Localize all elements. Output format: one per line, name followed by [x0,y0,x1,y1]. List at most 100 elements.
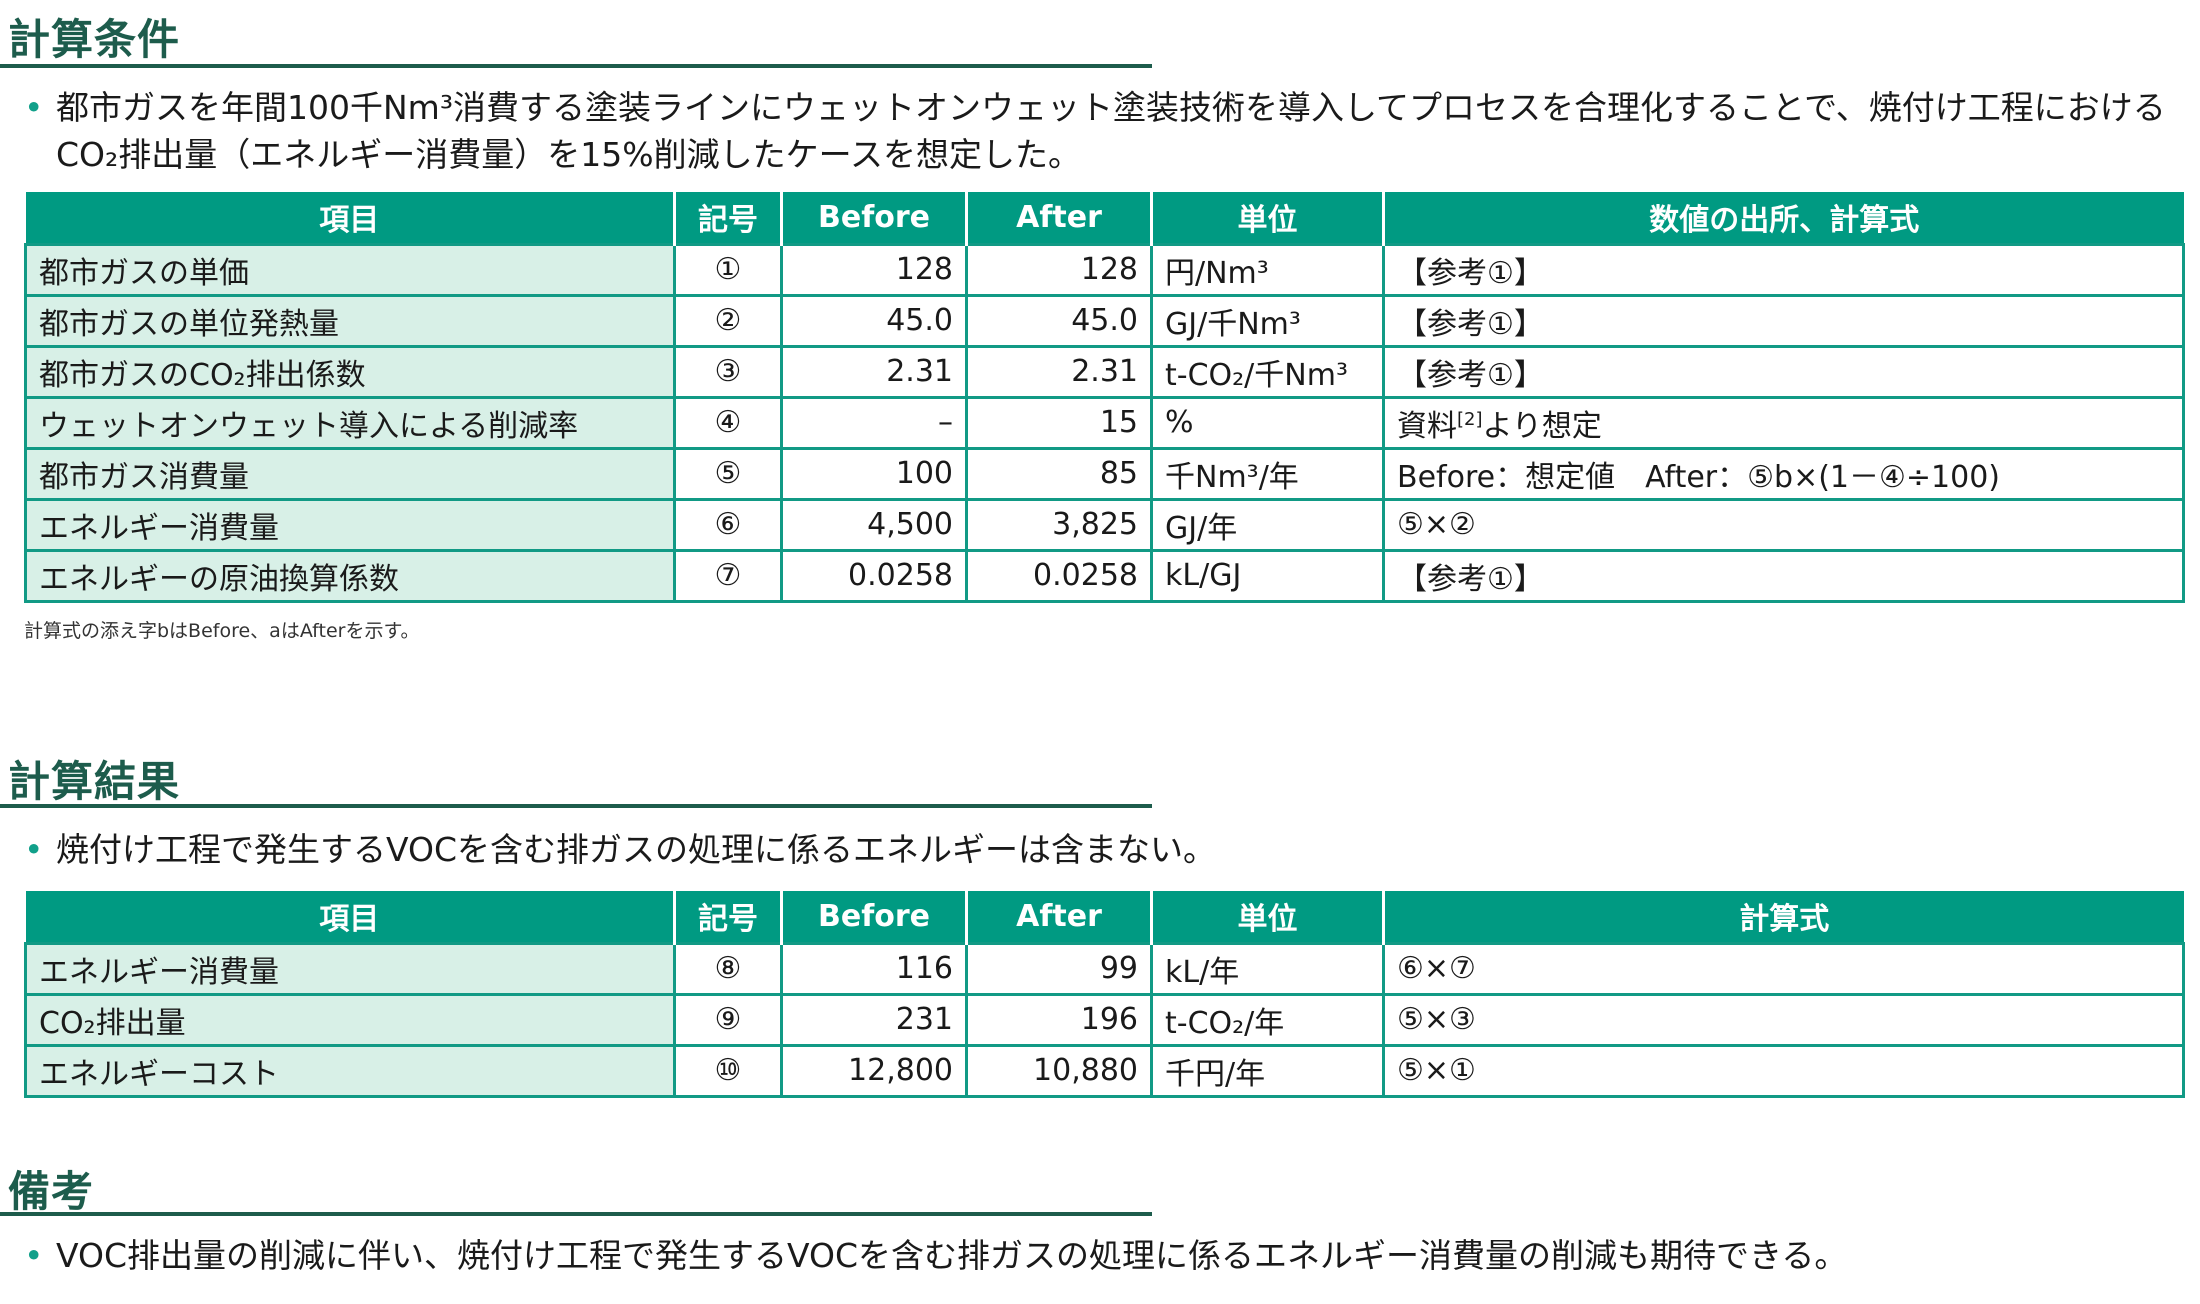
bullet-text: CO₂排出量（エネルギー消費量）を15%削減したケースを想定した。 [56,135,1081,174]
header-unit: 単位 [1150,192,1384,244]
section-divider [0,64,1152,68]
cell-unit: kL/GJ [1150,548,1385,603]
table-row: ウェットオンウェット導入による削減率 ④ –15% 資料[2]より想定 [24,395,2185,450]
source-text: より想定 [1482,408,1602,444]
cell-symbol: ② [673,293,783,348]
remarks-bullet: • VOC排出量の削減に伴い、焼付け工程で発生するVOCを含む排ガスの処理に係るエ… [24,1232,2184,1279]
cell-item: エネルギー消費量 [24,941,676,996]
cell-item: CO₂排出量 [24,992,676,1047]
cell-after: 128 [965,242,1153,297]
cell-symbol: ⑦ [673,548,783,603]
section-divider [0,1212,1152,1216]
cell-item: エネルギーコスト [24,1043,676,1098]
cell-unit: 円/Nm³ [1150,242,1385,297]
cell-formula: ⑤×③ [1382,992,2185,1047]
table-header: 項目 記号 Before After 単位 計算式 [25,891,2184,943]
cell-before: 12,800 [780,1043,968,1098]
cell-formula: 【参考①】 [1382,242,2185,297]
cell-before: 128 [780,242,968,297]
section-title-results: 計算結果 [8,757,181,806]
cell-formula: 【参考①】 [1382,293,2185,348]
cell-after: 3,825 [965,497,1153,552]
cell-before: – [780,395,968,450]
cell-unit: 千円/年 [1150,1043,1385,1098]
header-before: Before [780,891,967,943]
cell-unit: GJ/千Nm³ [1150,293,1385,348]
bullet-icon: • [24,88,44,127]
cell-item: エネルギー消費量 [24,497,676,552]
header-after: After [965,891,1152,943]
cell-after: 85 [965,446,1153,501]
cell-item: エネルギーの原油換算係数 [24,548,676,603]
cell-formula: 資料[2]より想定 [1382,395,2185,450]
cell-formula: 【参考①】 [1382,344,2185,399]
cell-unit: t-CO₂/千Nm³ [1150,344,1385,399]
cell-symbol: ⑨ [673,992,783,1047]
table-row: エネルギーコスト ⑩ 12,800 10,880 千円/年 ⑤×① [24,1043,2185,1098]
cell-before: 4,500 [780,497,968,552]
bullet-text: VOC排出量の削減に伴い、焼付け工程で発生するVOCを含む排ガスの処理に係るエネ… [56,1236,1848,1275]
cell-before: 45.0 [780,293,968,348]
bullet-text: 都市ガスを年間100千Nm³消費する塗装ラインにウェットオンウェット塗装技術を導… [56,88,2166,127]
cell-unit: t-CO₂/年 [1150,992,1385,1047]
table-row: 都市ガスの単位発熱量 ② 45.0 45.0 GJ/千Nm³ 【参考①】 [24,293,2185,348]
results-table: 項目 記号 Before After 単位 計算式 エネルギー消費量 ⑧ 116 99… [24,891,2185,1098]
section-divider [0,804,1152,808]
cell-item: 都市ガスの単価 [24,242,676,297]
table-row: 都市ガス消費量 ⑤ 100 85 千Nm³/年 Before：想定値 After：⑤b×(… [24,446,2185,501]
section-title-remarks: 備考 [8,1167,95,1216]
table-row: CO₂排出量 ⑨ 231 196 t-CO₂/年 ⑤×③ [24,992,2185,1047]
conditions-table: 項目 記号 Before After 単位 数値の出所、計算式 都市ガスの単価 ①… [24,192,2185,603]
header-formula: 計算式 [1382,891,2184,943]
table-row: 都市ガスのCO₂排出係数 ③ 2.31 2.31 t-CO₂/千Nm³ 【参考①】 [24,344,2185,399]
cell-symbol: ⑧ [673,941,783,996]
cell-item: 都市ガスのCO₂排出係数 [24,344,676,399]
cell-after: 45.0 [965,293,1153,348]
cell-symbol: ⑩ [673,1043,783,1098]
cell-after: 2.31 [965,344,1153,399]
cell-before: 2.31 [780,344,968,399]
cell-before: 100 [780,446,968,501]
cell-item: 都市ガス消費量 [24,446,676,501]
results-bullet: • 焼付け工程で発生するVOCを含む排ガスの処理に係るエネルギーは含まない。 [24,826,2184,873]
header-symbol: 記号 [673,192,782,244]
cell-formula: ⑥×⑦ [1382,941,2185,996]
cell-before: 116 [780,941,968,996]
conditions-bullet: • 都市ガスを年間100千Nm³消費する塗装ラインにウェットオンウェット塗装技術を… [24,84,2184,178]
cell-before: 0.0258 [780,548,968,603]
header-after: After [965,192,1152,244]
cell-formula: ⑤×② [1382,497,2185,552]
cell-item: 都市ガスの単位発熱量 [24,293,676,348]
table-header: 項目 記号 Before After 単位 数値の出所、計算式 [25,192,2184,244]
reference-superscript: [2] [1457,408,1483,430]
table-row: エネルギー消費量 ⑥ 4,500 3,825 GJ/年 ⑤×② [24,497,2185,552]
cell-after: 10,880 [965,1043,1153,1098]
header-unit: 単位 [1150,891,1384,943]
header-source: 数値の出所、計算式 [1382,192,2184,244]
header-item: 項目 [25,192,675,244]
cell-symbol: ④ [673,395,783,450]
cell-formula: 【参考①】 [1382,548,2185,603]
header-symbol: 記号 [673,891,782,943]
bullet-text: 焼付け工程で発生するVOCを含む排ガスの処理に係るエネルギーは含まない。 [56,830,1217,869]
table-row: エネルギー消費量 ⑧ 116 99 kL/年 ⑥×⑦ [24,941,2185,996]
cell-after: 196 [965,992,1153,1047]
cell-unit: 千Nm³/年 [1150,446,1385,501]
cell-symbol: ① [673,242,783,297]
table-note: 計算式の添え字bはBefore、aはAfterを示す。 [24,620,420,642]
cell-after: 15 [965,395,1153,450]
cell-unit: % [1150,395,1385,450]
header-item: 項目 [25,891,675,943]
bullet-icon: • [24,830,44,869]
cell-symbol: ⑤ [673,446,783,501]
section-title-conditions: 計算条件 [8,15,181,64]
cell-symbol: ⑥ [673,497,783,552]
cell-formula: ⑤×① [1382,1043,2185,1098]
header-before: Before [780,192,967,244]
cell-after: 0.0258 [965,548,1153,603]
cell-item: ウェットオンウェット導入による削減率 [24,395,676,450]
cell-after: 99 [965,941,1153,996]
table-row: 都市ガスの単価 ① 128 128 円/Nm³ 【参考①】 [24,242,2185,297]
cell-unit: kL/年 [1150,941,1385,996]
table-row: エネルギーの原油換算係数 ⑦ 0.0258 0.0258 kL/GJ 【参考①】 [24,548,2185,603]
